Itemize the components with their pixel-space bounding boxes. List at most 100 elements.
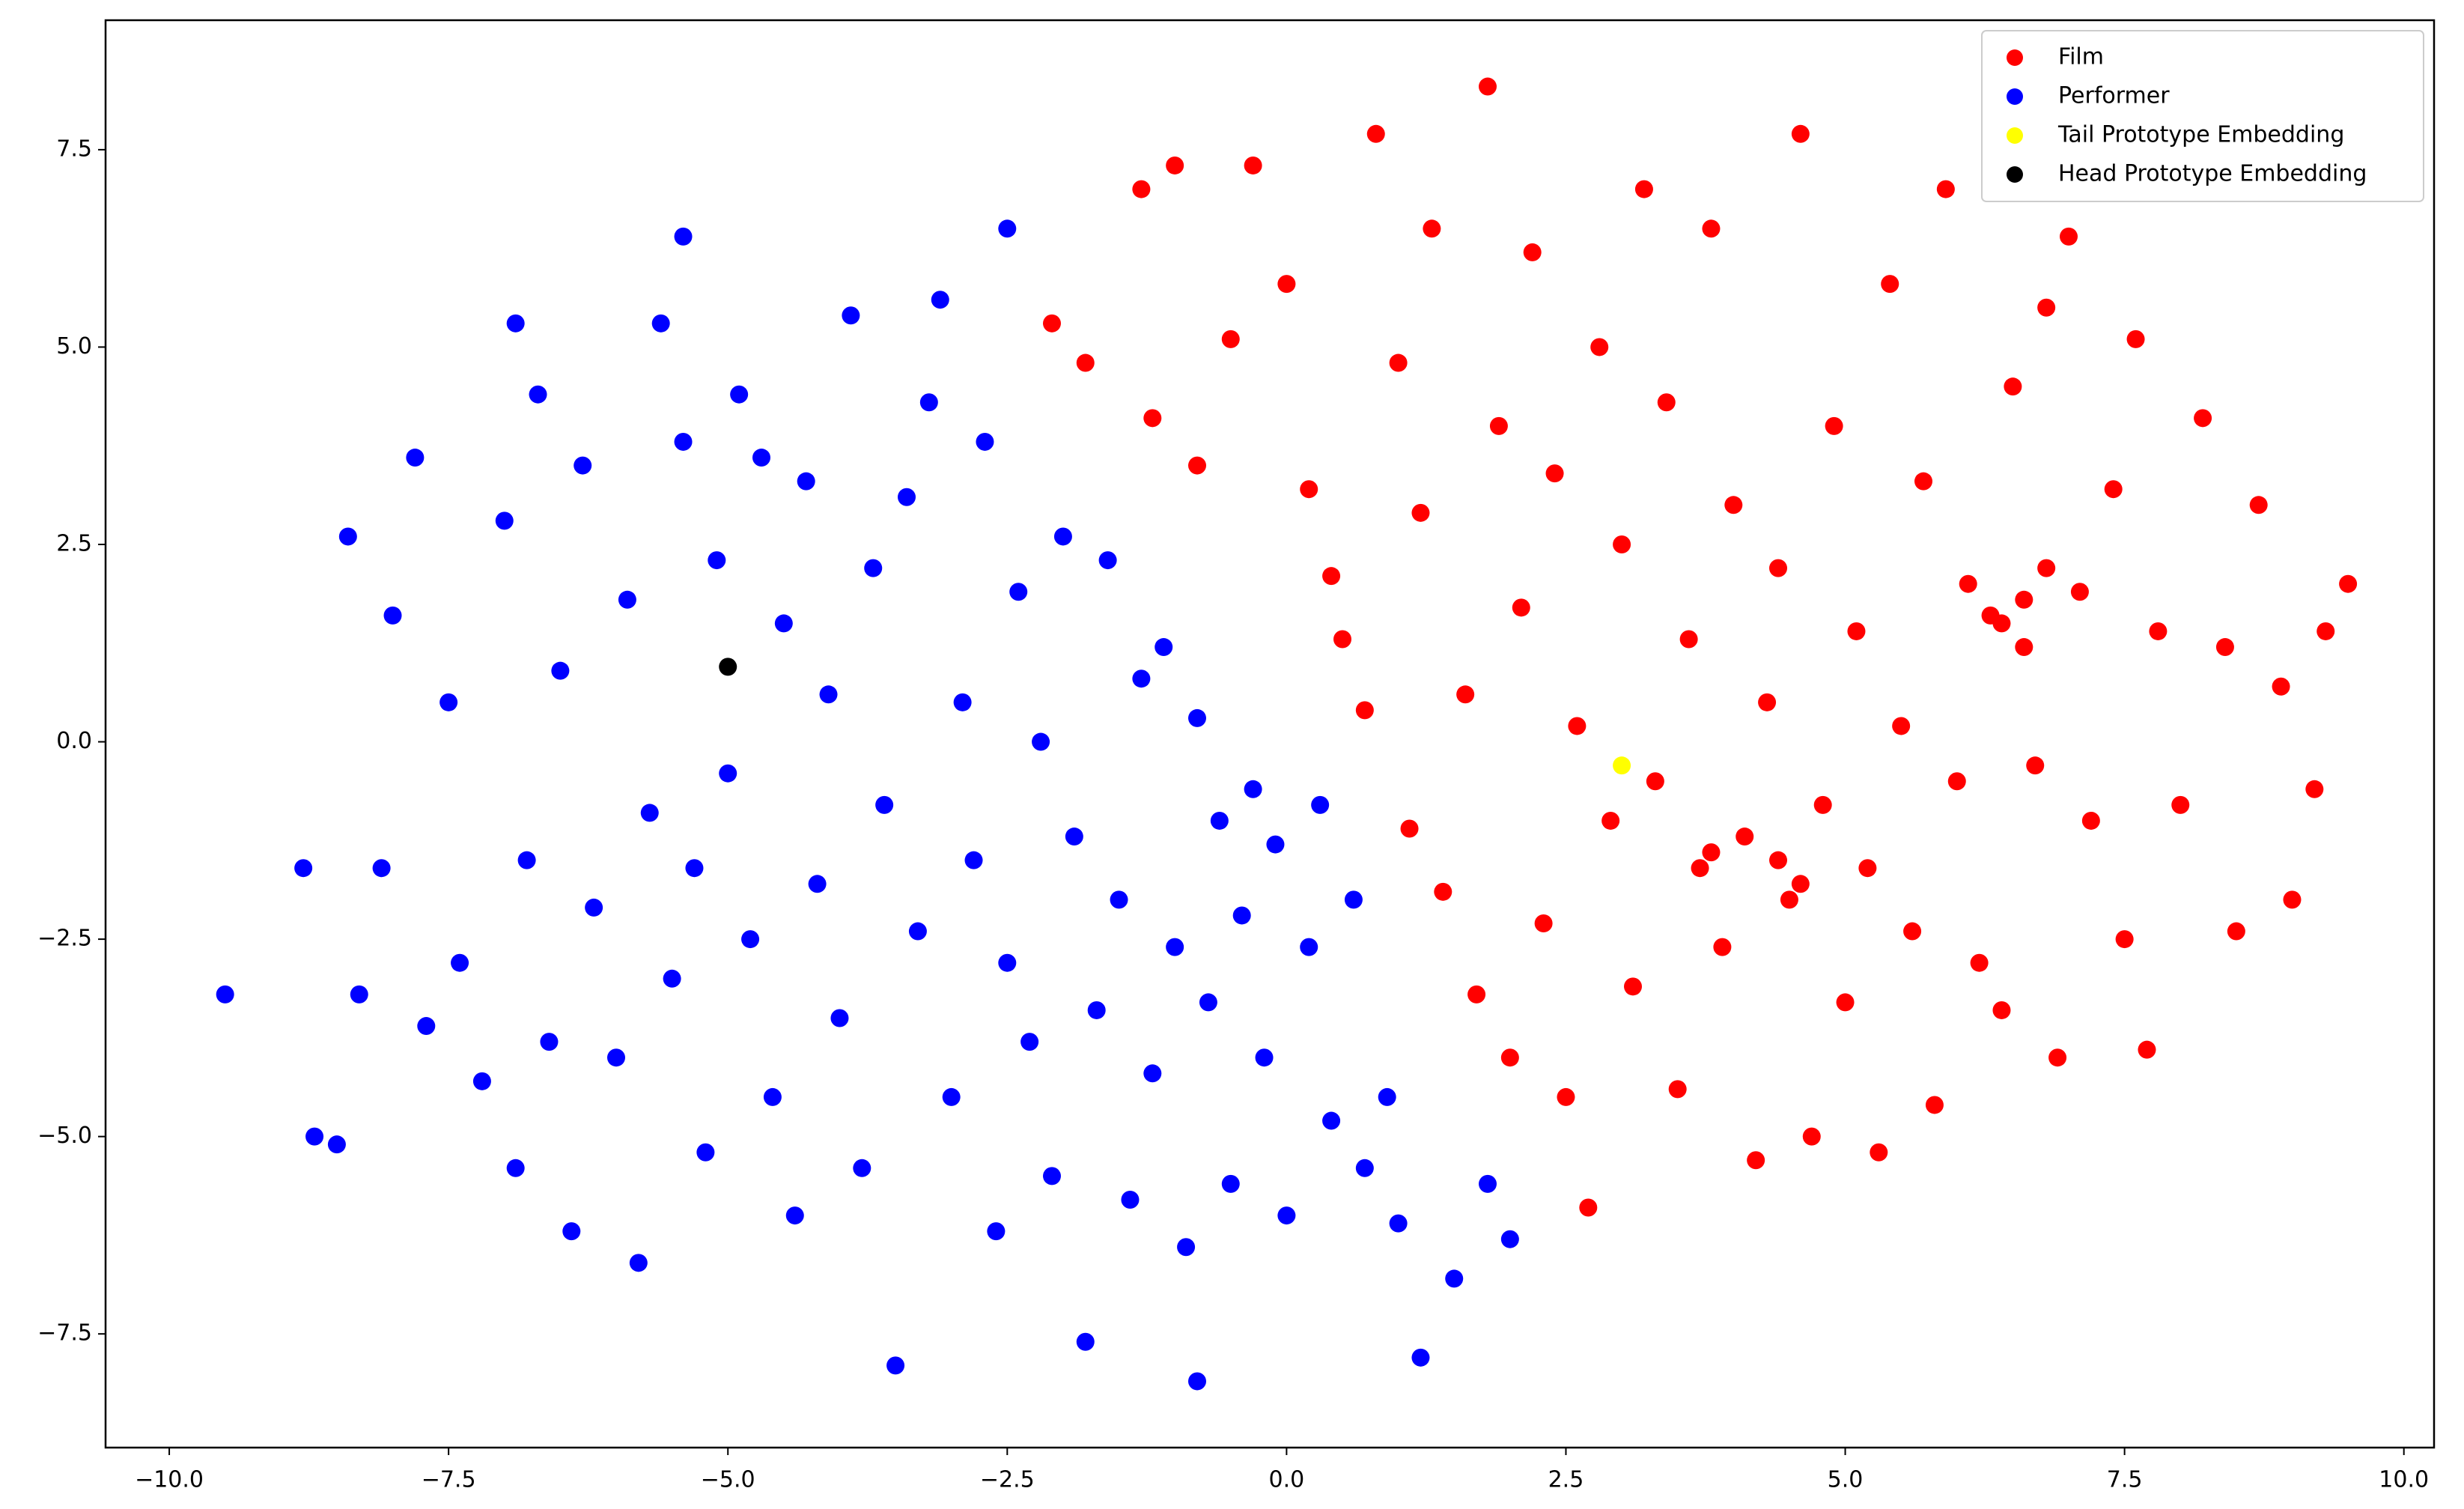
point xyxy=(1646,772,1664,791)
point xyxy=(1266,835,1285,854)
point xyxy=(976,432,994,451)
point xyxy=(1166,938,1184,956)
point xyxy=(1221,330,1240,348)
x-tick-label: 2.5 xyxy=(1548,1467,1584,1493)
y-tick-label: 2.5 xyxy=(56,530,92,556)
point xyxy=(294,859,313,878)
point xyxy=(540,1033,559,1051)
point xyxy=(1657,393,1676,412)
x-tick-label: −5.0 xyxy=(701,1467,755,1493)
point xyxy=(1634,180,1653,198)
point xyxy=(372,859,391,878)
point xyxy=(1780,890,1798,909)
point xyxy=(1769,851,1788,869)
point xyxy=(1155,638,1173,657)
series-3 xyxy=(719,658,737,676)
legend-label: Head Prototype Embedding xyxy=(2058,161,2367,187)
point xyxy=(1065,828,1083,846)
point xyxy=(1802,1127,1821,1146)
point xyxy=(1545,464,1564,483)
point xyxy=(1300,938,1318,956)
point xyxy=(1702,219,1721,238)
point xyxy=(1221,1174,1240,1193)
point xyxy=(1479,77,1497,96)
point xyxy=(1724,496,1743,514)
point xyxy=(842,306,860,325)
point xyxy=(1042,314,1061,333)
point xyxy=(1255,1048,1274,1067)
legend-swatch xyxy=(2007,166,2023,183)
point xyxy=(886,1356,905,1375)
point xyxy=(908,922,927,941)
point xyxy=(2126,330,2145,348)
point xyxy=(1411,1348,1430,1367)
point xyxy=(383,606,402,625)
point xyxy=(897,488,916,506)
point xyxy=(1881,275,1899,294)
point xyxy=(663,969,681,988)
legend-label: Film xyxy=(2058,44,2104,70)
point xyxy=(1936,180,1955,198)
point xyxy=(1791,875,1810,893)
point xyxy=(853,1159,871,1177)
point xyxy=(1232,906,1251,925)
point xyxy=(2227,922,2245,941)
point xyxy=(2070,583,2089,601)
point xyxy=(1713,938,1732,956)
point xyxy=(651,314,670,333)
point xyxy=(327,1135,346,1154)
point xyxy=(964,851,983,869)
point xyxy=(606,1048,625,1067)
point xyxy=(1277,1206,1296,1225)
point xyxy=(1244,780,1262,798)
y-tick-label: −7.5 xyxy=(37,1320,92,1346)
y-tick-label: −2.5 xyxy=(37,926,92,952)
point xyxy=(2171,795,2190,814)
point xyxy=(1601,811,1620,830)
point xyxy=(864,559,883,577)
point xyxy=(529,385,547,404)
point xyxy=(1489,416,1508,435)
y-tick-label: −5.0 xyxy=(37,1123,92,1149)
point xyxy=(819,685,838,704)
point xyxy=(305,1127,324,1146)
point xyxy=(1858,859,1877,878)
point xyxy=(1613,756,1631,775)
point xyxy=(785,1206,804,1225)
point xyxy=(2138,1040,2156,1059)
x-tick-label: 10.0 xyxy=(2379,1467,2429,1493)
point xyxy=(1568,717,1587,735)
point xyxy=(1132,670,1151,688)
point xyxy=(1098,551,1117,570)
y-tick-label: 7.5 xyxy=(56,136,92,162)
point xyxy=(1557,1087,1575,1106)
point xyxy=(1277,275,1296,294)
point xyxy=(1009,583,1028,601)
point xyxy=(696,1143,715,1162)
point xyxy=(2081,811,2100,830)
point xyxy=(585,898,603,917)
point xyxy=(830,1009,849,1027)
series-2 xyxy=(1613,756,1631,775)
point xyxy=(506,1159,525,1177)
plot-frame xyxy=(104,19,2436,1449)
point xyxy=(1747,1151,1765,1170)
point xyxy=(2060,227,2078,246)
point xyxy=(1411,503,1430,522)
point xyxy=(1087,1001,1106,1019)
point xyxy=(562,1222,581,1241)
point xyxy=(2037,559,2056,577)
point xyxy=(1020,1033,1039,1051)
point xyxy=(919,393,938,412)
point xyxy=(1736,828,1754,846)
point xyxy=(1121,1190,1140,1209)
point xyxy=(1500,1048,1519,1067)
point xyxy=(2115,930,2134,949)
point xyxy=(998,953,1017,972)
y-tick-label: 0.0 xyxy=(56,728,92,754)
point xyxy=(2272,677,2290,696)
point xyxy=(1244,156,1262,174)
point xyxy=(998,219,1017,238)
point xyxy=(2048,1048,2067,1067)
